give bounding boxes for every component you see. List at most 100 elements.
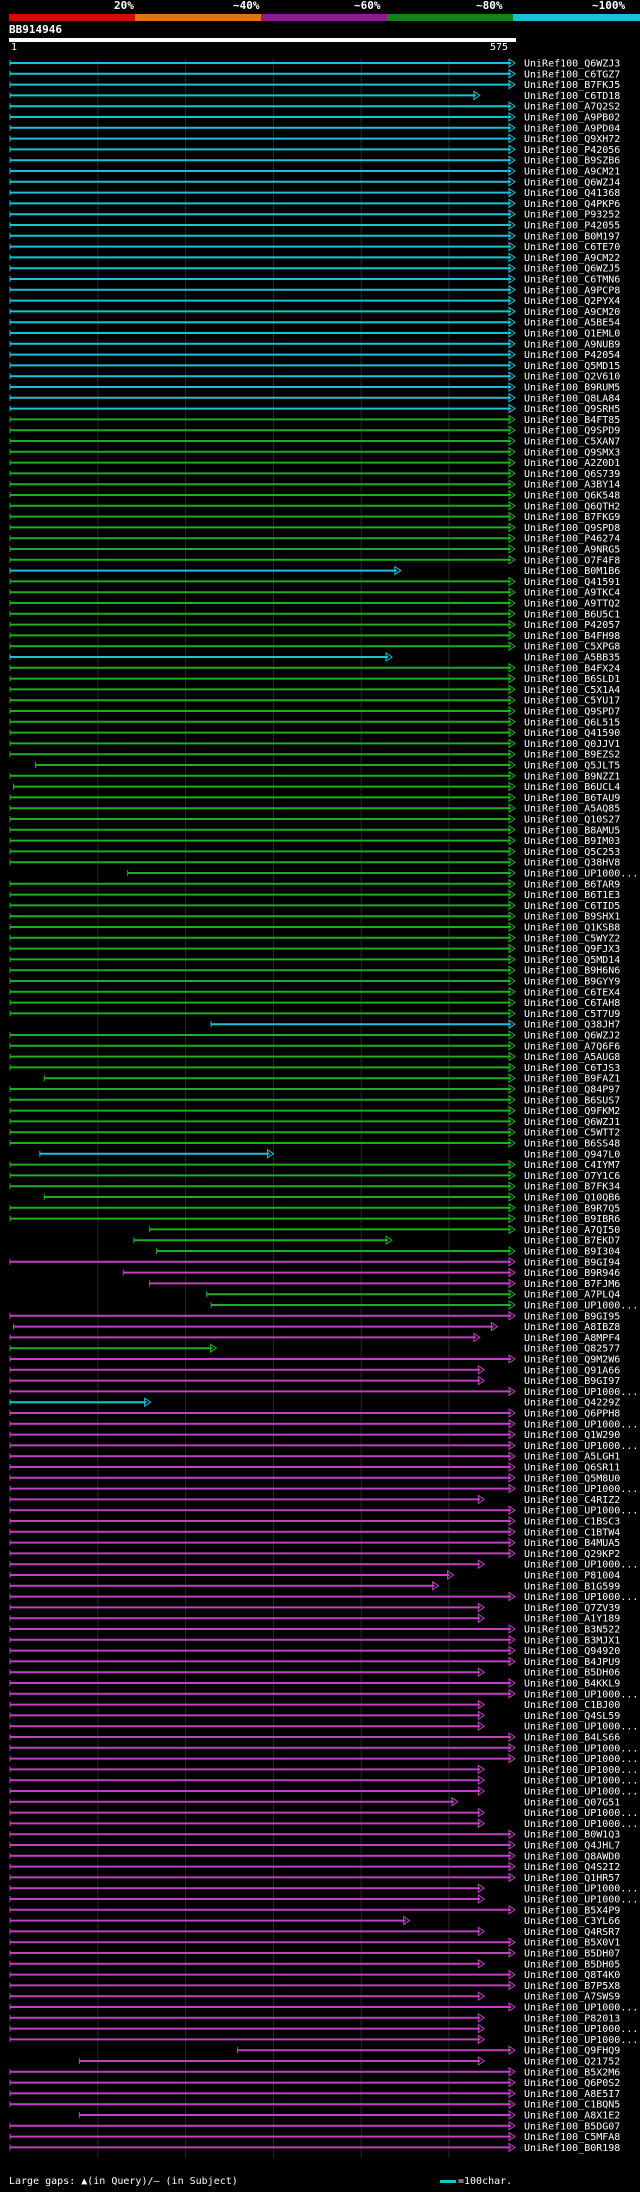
hit-label[interactable]: UniRef100_Q8T4K0 bbox=[524, 1970, 620, 1981]
hit-row[interactable]: UniRef100_B9GYY9 bbox=[9, 976, 620, 988]
hit-row[interactable]: UniRef100_C1BJ00 bbox=[9, 1699, 620, 1711]
hit-label[interactable]: UniRef100_UP1000... bbox=[524, 1419, 638, 1430]
hit-label[interactable]: UniRef100_B4MUA5 bbox=[524, 1538, 620, 1549]
hit-row[interactable]: UniRef100_B9EZS2 bbox=[9, 749, 620, 761]
hit-label[interactable]: UniRef100_UP1000... bbox=[524, 1743, 638, 1754]
hit-label[interactable]: UniRef100_Q6WZJ2 bbox=[524, 1031, 620, 1042]
hit-label[interactable]: UniRef100_A9PCP8 bbox=[524, 285, 620, 296]
hit-row[interactable]: UniRef100_UP1000... bbox=[9, 1505, 638, 1517]
hit-label[interactable]: UniRef100_B9GYY9 bbox=[524, 977, 620, 988]
hit-row[interactable]: UniRef100_B4LS66 bbox=[9, 1732, 620, 1744]
hit-row[interactable]: UniRef100_A9NRG5 bbox=[9, 544, 620, 556]
hit-row[interactable]: UniRef100_Q6WZJ3 bbox=[9, 58, 620, 70]
hit-label[interactable]: UniRef100_O7Y1C6 bbox=[524, 1171, 620, 1182]
hit-label[interactable]: UniRef100_B4FH98 bbox=[524, 631, 620, 642]
hit-row[interactable]: UniRef100_A9NUB9 bbox=[9, 338, 620, 350]
hit-label[interactable]: UniRef100_B6SLD1 bbox=[524, 674, 620, 685]
hit-row[interactable]: UniRef100_UP1000... bbox=[9, 1894, 638, 1906]
hit-row[interactable]: UniRef100_Q8LA84 bbox=[9, 392, 620, 404]
hit-row[interactable]: UniRef100_Q38HV8 bbox=[9, 857, 620, 869]
hit-label[interactable]: UniRef100_C3YL66 bbox=[524, 1916, 620, 1927]
hit-row[interactable]: UniRef100_Q8AWD0 bbox=[9, 1850, 620, 1862]
hit-label[interactable]: UniRef100_Q6QTH2 bbox=[524, 501, 620, 512]
hit-label[interactable]: UniRef100_Q07G51 bbox=[524, 1797, 620, 1808]
hit-label[interactable]: UniRef100_A3BY14 bbox=[524, 480, 620, 491]
hit-row[interactable]: UniRef100_C1BQN5 bbox=[9, 2099, 620, 2111]
hit-label[interactable]: UniRef100_B5DH05 bbox=[524, 1959, 620, 1970]
hit-row[interactable]: UniRef100_P81004 bbox=[9, 1570, 620, 1582]
hit-label[interactable]: UniRef100_C5XAN7 bbox=[524, 437, 620, 448]
hit-label[interactable]: UniRef100_B9EZS2 bbox=[524, 750, 620, 761]
hit-row[interactable]: UniRef100_Q4RSR7 bbox=[9, 1926, 620, 1938]
hit-label[interactable]: UniRef100_P93252 bbox=[524, 210, 620, 221]
hit-label[interactable]: UniRef100_P42056 bbox=[524, 145, 620, 156]
hit-label[interactable]: UniRef100_B0M1B6 bbox=[524, 566, 620, 577]
hit-label[interactable]: UniRef100_B4FX24 bbox=[524, 663, 620, 674]
hit-row[interactable]: UniRef100_Q7ZV39 bbox=[9, 1602, 620, 1614]
hit-row[interactable]: UniRef100_Q6P0S2 bbox=[9, 2077, 620, 2089]
hit-row[interactable]: UniRef100_C6TD18 bbox=[9, 90, 620, 102]
hit-label[interactable]: UniRef100_A9CM22 bbox=[524, 253, 620, 264]
hit-label[interactable]: UniRef100_C5YU17 bbox=[524, 696, 620, 707]
hit-row[interactable]: UniRef100_C5MFA8 bbox=[9, 2131, 620, 2143]
hit-row[interactable]: UniRef100_C6TAH8 bbox=[9, 997, 620, 1009]
hit-row[interactable]: UniRef100_P93252 bbox=[9, 209, 620, 221]
hit-label[interactable]: UniRef100_A8E5I7 bbox=[524, 2089, 620, 2100]
hit-row[interactable]: UniRef100_C5XPG8 bbox=[9, 641, 620, 653]
hit-label[interactable]: UniRef100_C5WTT2 bbox=[524, 1128, 620, 1139]
hit-row[interactable]: UniRef100_B9GI95 bbox=[9, 1310, 620, 1322]
hit-row[interactable]: UniRef100_B9RUM5 bbox=[9, 382, 620, 394]
hit-row[interactable]: UniRef100_C1BTW4 bbox=[9, 1526, 620, 1538]
hit-row[interactable]: UniRef100_P42054 bbox=[9, 349, 620, 361]
hit-row[interactable]: UniRef100_B3MJX1 bbox=[9, 1634, 620, 1646]
hit-row[interactable]: UniRef100_Q91A66 bbox=[9, 1364, 620, 1376]
hit-label[interactable]: UniRef100_UP1000... bbox=[524, 2024, 638, 2035]
hit-row[interactable]: UniRef100_UP1000... bbox=[9, 1818, 638, 1830]
hit-label[interactable]: UniRef100_Q0JJV1 bbox=[524, 739, 620, 750]
hit-label[interactable]: UniRef100_B9I304 bbox=[524, 1247, 620, 1258]
hit-label[interactable]: UniRef100_Q5MD14 bbox=[524, 955, 620, 966]
hit-label[interactable]: UniRef100_Q6P0S2 bbox=[524, 2078, 620, 2089]
hit-label[interactable]: UniRef100_C6TD18 bbox=[524, 91, 620, 102]
hit-label[interactable]: UniRef100_B1G599 bbox=[524, 1581, 620, 1592]
hit-label[interactable]: UniRef100_C1BQN5 bbox=[524, 2100, 620, 2111]
hit-label[interactable]: UniRef100_UP1000... bbox=[524, 1819, 638, 1830]
hit-label[interactable]: UniRef100_Q5MD15 bbox=[524, 361, 620, 372]
hit-row[interactable]: UniRef100_B4FX24 bbox=[9, 662, 620, 674]
hit-label[interactable]: UniRef100_Q29KP2 bbox=[524, 1549, 620, 1560]
hit-label[interactable]: UniRef100_B9R946 bbox=[524, 1268, 620, 1279]
hit-label[interactable]: UniRef100_B9IM03 bbox=[524, 836, 620, 847]
hit-label[interactable]: UniRef100_Q6PPH8 bbox=[524, 1409, 620, 1420]
hit-label[interactable]: UniRef100_Q1KSB8 bbox=[524, 923, 620, 934]
hit-row[interactable]: UniRef100_B0W1Q3 bbox=[9, 1829, 620, 1841]
hit-label[interactable]: UniRef100_C6TEX4 bbox=[524, 987, 620, 998]
hit-label[interactable]: UniRef100_Q41591 bbox=[524, 577, 620, 588]
hit-label[interactable]: UniRef100_B9H6N6 bbox=[524, 966, 620, 977]
hit-label[interactable]: UniRef100_Q4RSR7 bbox=[524, 1927, 620, 1938]
hit-row[interactable]: UniRef100_B7FK34 bbox=[9, 1181, 620, 1193]
hit-label[interactable]: UniRef100_B9R7Q5 bbox=[524, 1203, 620, 1214]
hit-row[interactable]: UniRef100_B9H6N6 bbox=[9, 965, 620, 977]
hit-row[interactable]: UniRef100_O7Y1C6 bbox=[9, 1170, 620, 1182]
hit-row[interactable]: UniRef100_A7SWS9 bbox=[9, 1991, 620, 2003]
hit-row[interactable]: UniRef100_UP1000... bbox=[9, 1688, 638, 1700]
hit-row[interactable]: UniRef100_Q4229Z bbox=[9, 1397, 620, 1409]
hit-row[interactable]: UniRef100_A9PD04 bbox=[9, 122, 620, 134]
hit-row[interactable]: UniRef100_A9PCP8 bbox=[9, 284, 620, 296]
hit-label[interactable]: UniRef100_Q21752 bbox=[524, 2057, 620, 2068]
hit-row[interactable]: UniRef100_UP1000... bbox=[9, 1764, 638, 1776]
hit-label[interactable]: UniRef100_Q6L515 bbox=[524, 717, 620, 728]
hit-label[interactable]: UniRef100_B6UCL4 bbox=[524, 782, 620, 793]
hit-row[interactable]: UniRef100_B4JPU9 bbox=[9, 1656, 620, 1668]
hit-row[interactable]: UniRef100_Q07G51 bbox=[9, 1796, 620, 1808]
hit-label[interactable]: UniRef100_B4FT85 bbox=[524, 415, 620, 426]
hit-row[interactable]: UniRef100_A1Y189 bbox=[9, 1613, 620, 1625]
hit-label[interactable]: UniRef100_C1BTW4 bbox=[524, 1527, 620, 1538]
hit-row[interactable]: UniRef100_B9GI97 bbox=[9, 1375, 620, 1387]
hit-label[interactable]: UniRef100_A7PLQ4 bbox=[524, 1290, 620, 1301]
hit-row[interactable]: UniRef100_Q5MD15 bbox=[9, 360, 620, 372]
hit-label[interactable]: UniRef100_B9FAZ1 bbox=[524, 1074, 620, 1085]
hit-row[interactable]: UniRef100_Q5C253 bbox=[9, 846, 620, 858]
hit-label[interactable]: UniRef100_Q1EML0 bbox=[524, 329, 620, 340]
hit-label[interactable]: UniRef100_B0M197 bbox=[524, 231, 620, 242]
